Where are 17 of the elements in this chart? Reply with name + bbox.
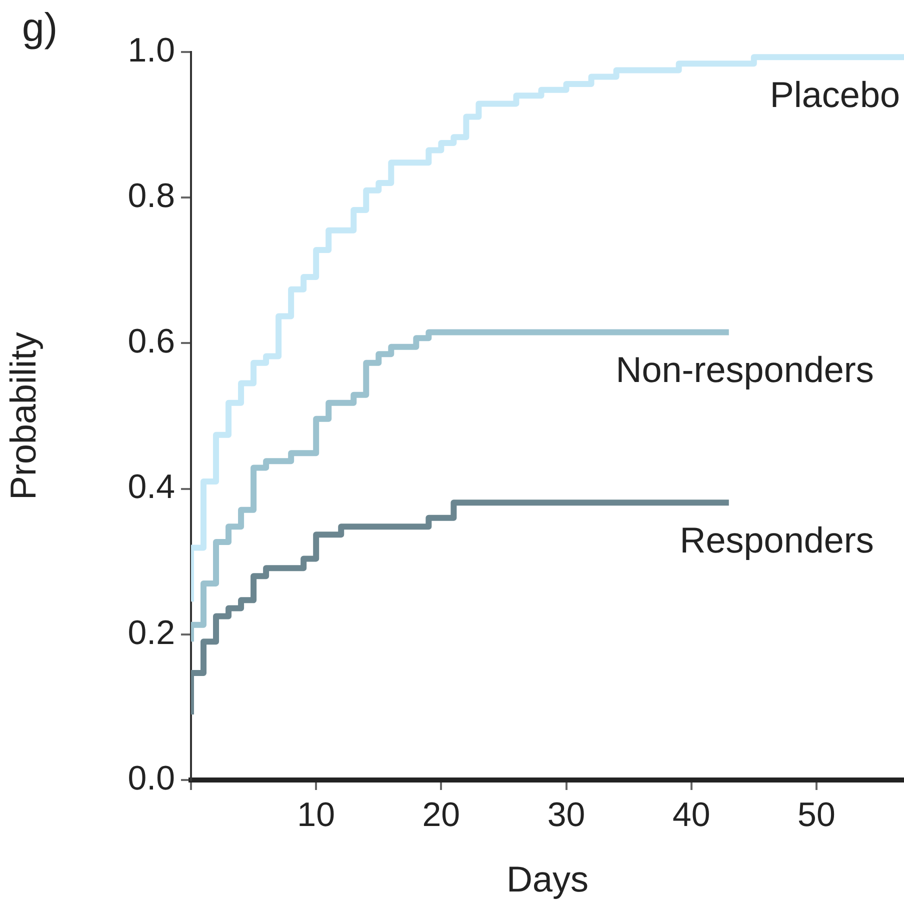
text: 0.0 [128, 759, 175, 798]
x-tick-label: 40 [672, 796, 710, 834]
x-tick-label: 20 [422, 796, 460, 834]
text: g) [22, 6, 58, 51]
series-label: Non-responders [616, 349, 874, 390]
x-tick-label: 30 [547, 796, 586, 834]
series-label: Placebo [770, 74, 900, 116]
y-axis-title: Probability [2, 332, 44, 500]
x-tick-label: 10 [297, 796, 335, 834]
y-tick-label: 0.6 [128, 322, 175, 361]
y-tick-label: 0.4 [128, 468, 175, 506]
x-tick-label: 50 [798, 796, 836, 834]
y-tick-label: 0.8 [128, 176, 175, 215]
x-axis-title: Days [506, 858, 589, 900]
y-tick-label: 0.2 [128, 614, 175, 652]
series-label: Responders [680, 520, 874, 561]
text: 1.0 [128, 31, 175, 70]
